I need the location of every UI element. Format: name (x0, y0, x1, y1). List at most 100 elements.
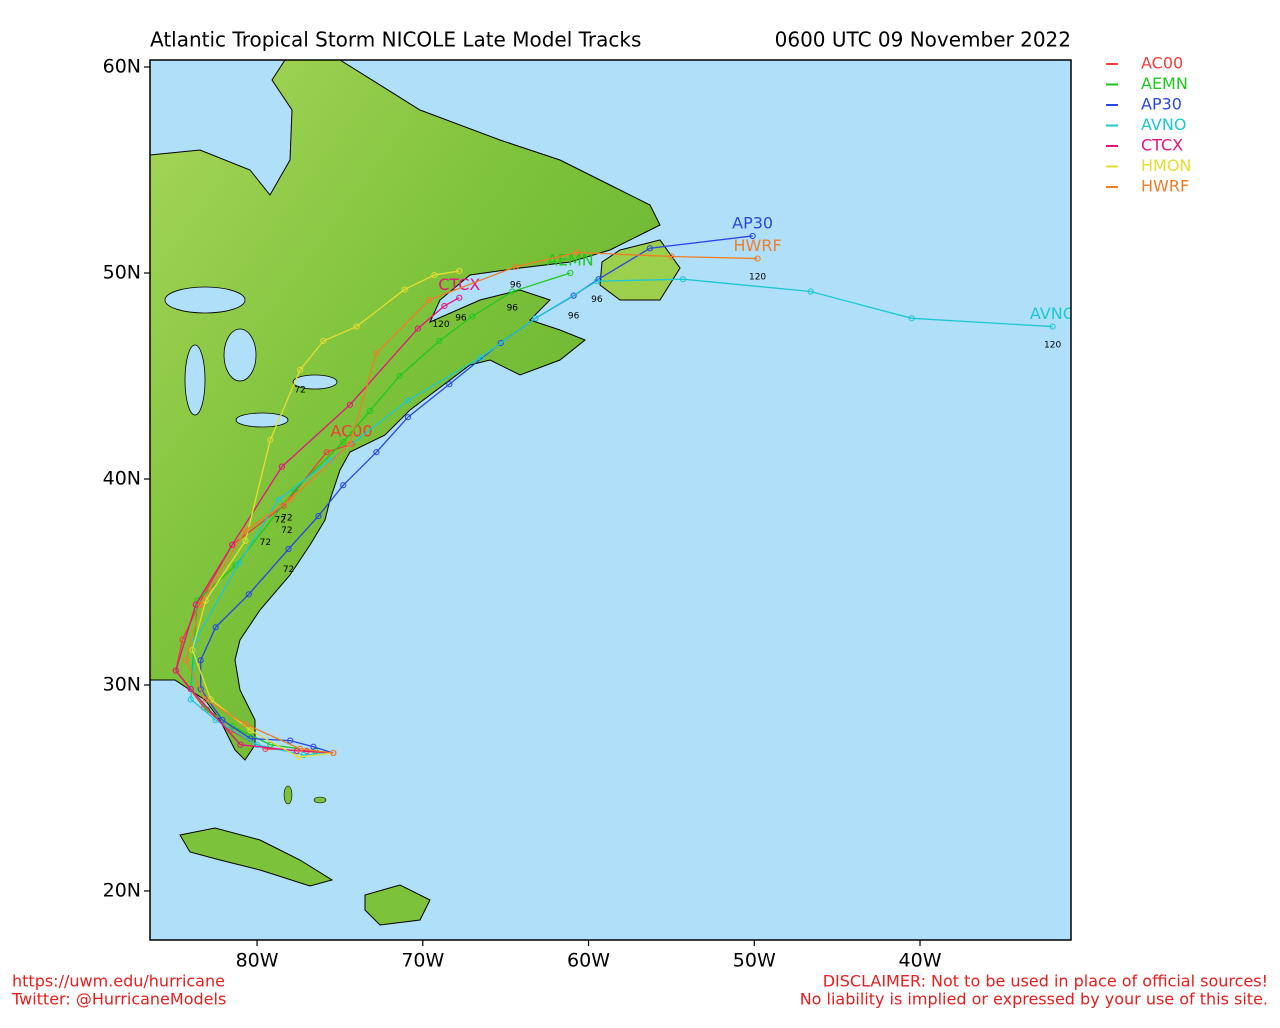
track-point (267, 436, 274, 443)
track-point (754, 255, 761, 262)
footer-twitter: Twitter: @HurricaneModels (11, 990, 226, 1009)
track-point (330, 749, 337, 757)
track-point (172, 667, 179, 674)
forecast-hour-label: 72 (275, 516, 286, 526)
track-point (396, 372, 403, 380)
lake-superior (164, 286, 246, 314)
track-point (197, 686, 204, 693)
track-point (807, 288, 814, 295)
hispaniola (364, 884, 431, 926)
track-point (567, 269, 574, 277)
x-tick-label: 70W (401, 950, 444, 972)
legend-label: AP30 (1141, 95, 1182, 114)
footer-disclaimer: DISCLAIMER: Not to be used in place of o… (823, 972, 1268, 991)
track-point (573, 249, 581, 256)
track-point (414, 325, 421, 332)
footer-liability: No liability is implied or expressed by … (800, 990, 1268, 1009)
track-point (679, 276, 687, 283)
track-point (373, 449, 380, 456)
track-point (315, 512, 322, 520)
map-frame (149, 59, 1072, 941)
track-point (426, 296, 433, 303)
track-point (456, 267, 463, 275)
track-point (310, 743, 317, 750)
y-tick-label: 40N (103, 467, 141, 489)
track-point (668, 253, 675, 260)
track-point (436, 337, 443, 345)
forecast-hour-label: 72 (260, 538, 271, 548)
track-line (175, 297, 460, 754)
track-point (229, 541, 236, 549)
track-end-label: AVNO (1030, 304, 1075, 323)
track-point (497, 339, 504, 347)
forecast-hour-label: 96 (510, 281, 522, 291)
newfoundland (599, 239, 681, 301)
track-line (190, 278, 1053, 756)
track-point (404, 397, 411, 404)
legend-label: HMON (1141, 156, 1191, 175)
bahamas (283, 785, 293, 805)
track-point (229, 723, 236, 730)
forecast-hour-label: 72 (281, 526, 292, 536)
track-point (646, 245, 653, 252)
track-end-label: CTCX (438, 275, 480, 294)
track-point (187, 696, 194, 703)
y-tick-label: 30N (103, 673, 141, 695)
track-point (593, 278, 600, 285)
track-point (278, 463, 286, 470)
track-end-label: AEMN (547, 250, 594, 269)
lake-huron (223, 328, 257, 382)
y-tick-label: 50N (103, 261, 141, 283)
track-point (235, 560, 242, 567)
y-tick-label: 60N (103, 56, 141, 78)
forecast-hour-label: 96 (507, 303, 519, 313)
track-point (287, 496, 294, 503)
x-tick-label: 50W (733, 950, 776, 972)
track-point (469, 313, 476, 320)
x-tick-label: 60W (567, 950, 610, 972)
legend-label: CTCX (1141, 136, 1183, 155)
track-line (185, 251, 758, 754)
bahamas (313, 796, 327, 804)
track-point (512, 263, 519, 270)
track-point (219, 716, 226, 724)
lake-michigan (184, 344, 206, 416)
legend-label: AC00 (1141, 54, 1183, 73)
track-line (190, 272, 571, 754)
timestamp: 0600 UTC 09 November 2022 (775, 28, 1071, 52)
track-point (242, 721, 249, 728)
track-point (237, 741, 244, 748)
forecast-hour-label: 120 (432, 320, 449, 330)
legend-label: AVNO (1141, 115, 1186, 134)
track-end-label: AP30 (732, 213, 773, 232)
track-point (197, 657, 204, 664)
track-point (353, 323, 360, 330)
track-point (253, 741, 261, 748)
track-point (300, 751, 307, 759)
track-point (532, 315, 539, 322)
track-point (297, 366, 304, 373)
track-point (749, 232, 756, 240)
cuba (179, 827, 334, 887)
track-point (295, 753, 302, 761)
track-point (431, 271, 438, 279)
track-point (187, 686, 194, 693)
track-point (404, 414, 411, 421)
track-point (182, 657, 189, 664)
x-tick-label: 80W (236, 950, 279, 972)
forecast-hour-label: 96 (568, 312, 580, 322)
track-end-label: HWRF (734, 236, 782, 255)
track-point (275, 496, 282, 503)
track-point (297, 745, 304, 752)
track-point (570, 292, 577, 299)
track-point (401, 286, 408, 293)
track-point (456, 294, 463, 301)
legend-label: AEMN (1141, 74, 1188, 93)
legend-label: HWRF (1141, 177, 1189, 196)
track-point (323, 449, 330, 456)
track-point (242, 527, 249, 534)
track-point (509, 288, 516, 295)
track-point (366, 407, 373, 415)
track-point (245, 591, 252, 598)
